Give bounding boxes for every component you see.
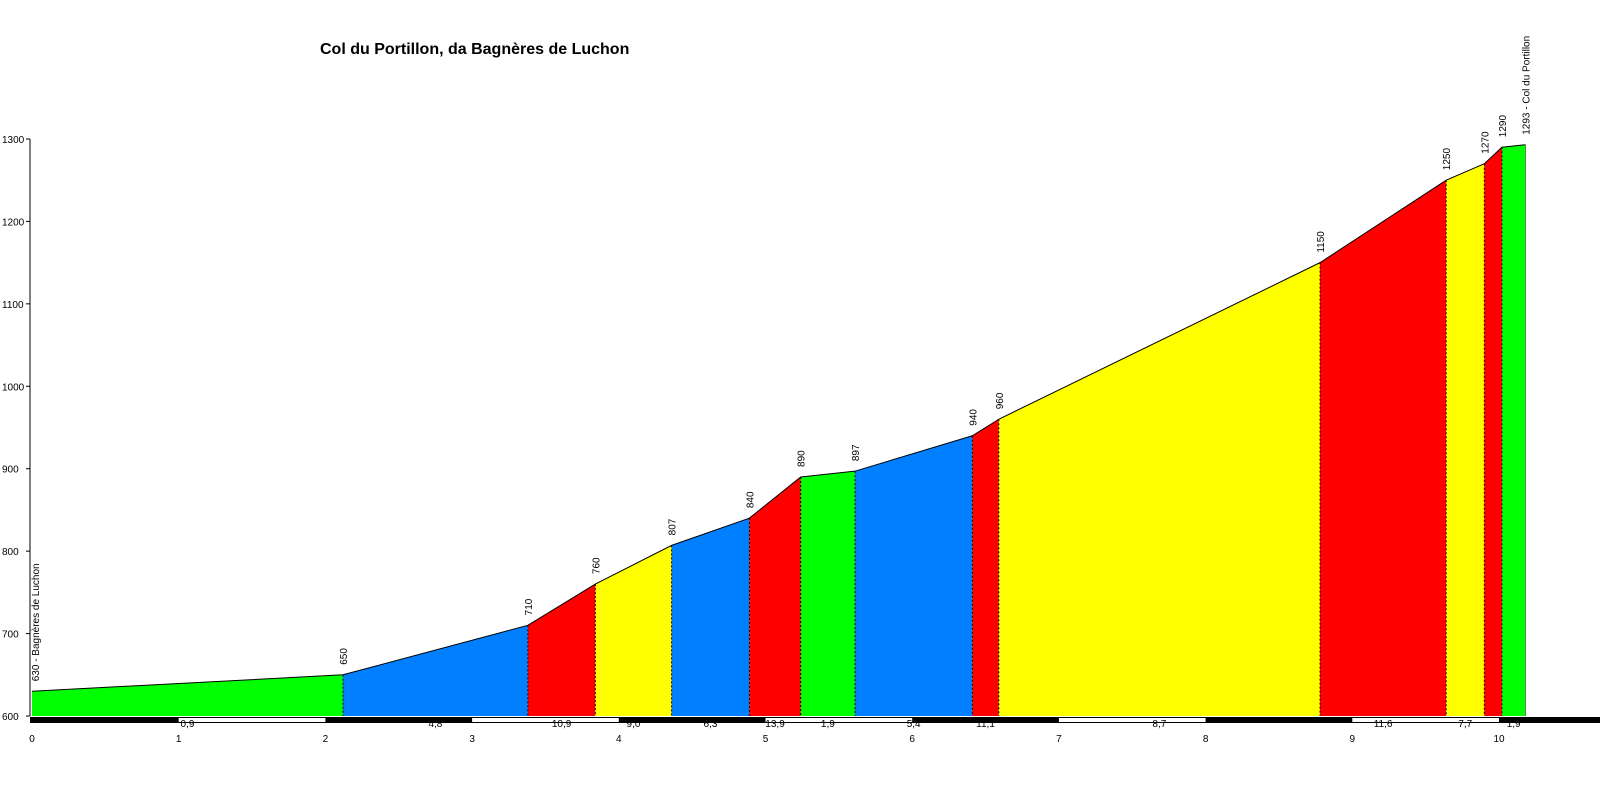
elevation-label: 807 bbox=[668, 518, 679, 535]
elevation-label: 1293 - Col du Portillon bbox=[1521, 36, 1532, 135]
distance-bar-white bbox=[1058, 718, 1206, 722]
x-tick-label: 9 bbox=[1350, 734, 1356, 745]
y-tick-label: 1300 bbox=[2, 135, 25, 146]
profile-line-group bbox=[31, 144, 1526, 716]
elevation-label: 650 bbox=[339, 648, 350, 665]
distance-bar-white bbox=[765, 718, 913, 722]
distance-bar-white bbox=[472, 718, 619, 722]
x-tick-label: 7 bbox=[1056, 734, 1062, 745]
profile-segment-7 bbox=[800, 471, 855, 716]
grade-label: 11,6 bbox=[1374, 719, 1393, 730]
chart-title: Col du Portillon, da Bagnères de Luchon bbox=[320, 41, 629, 58]
profile-segment-11 bbox=[1320, 180, 1447, 716]
elevation-label: 1270 bbox=[1480, 131, 1491, 154]
grade-label: 8,7 bbox=[1152, 719, 1166, 730]
grade-label: 10,9 bbox=[552, 719, 572, 730]
grade-labels: 0,9 4,8 10,9 9,0 6,3 13,9 1,9 5,4 11,1 8,7 11,6 7,7… bbox=[181, 719, 1522, 730]
grade-label: 11,1 bbox=[976, 719, 995, 730]
profile-segment-3 bbox=[527, 584, 596, 716]
distance-bar-white bbox=[1352, 718, 1499, 722]
profile-segment-9 bbox=[972, 419, 999, 716]
elevation-label: 710 bbox=[524, 598, 535, 615]
x-tick-label: 4 bbox=[616, 734, 622, 745]
x-tick-label: 3 bbox=[469, 734, 475, 745]
profile-segment-14 bbox=[1501, 144, 1526, 716]
x-tick-label: 10 bbox=[1493, 734, 1505, 745]
profile-segment-1 bbox=[32, 674, 344, 716]
elevation-label: 960 bbox=[995, 392, 1006, 409]
profile-line bbox=[31, 144, 1526, 692]
profile-segment-5 bbox=[671, 518, 750, 716]
y-tick-label: 600 bbox=[2, 712, 19, 723]
y-tick-label: 1100 bbox=[2, 300, 24, 311]
x-tick-label: 6 bbox=[909, 734, 915, 745]
grade-label: 7,7 bbox=[1458, 719, 1472, 730]
elevation-labels: 630 - Bagnères de Luchon 650 710 760 807 840 8… bbox=[31, 36, 1532, 681]
y-tick-label: 700 bbox=[2, 630, 19, 641]
x-axis: 0 1 2 3 4 5 6 7 8 9 10 bbox=[29, 717, 1600, 745]
y-tick-label: 1200 bbox=[2, 217, 25, 228]
grade-label: 1,9 bbox=[1507, 719, 1521, 730]
elevation-label: 897 bbox=[851, 444, 862, 461]
profile-segment-2 bbox=[343, 625, 528, 716]
elevation-label: 1290 bbox=[1498, 115, 1509, 138]
x-tick-label: 8 bbox=[1203, 734, 1209, 745]
grade-label: 9,0 bbox=[627, 719, 641, 730]
profile-segment-10 bbox=[998, 262, 1321, 716]
x-tick-label: 5 bbox=[763, 734, 769, 745]
y-tick-label: 900 bbox=[2, 465, 19, 476]
elevation-label: 630 - Bagnères de Luchon bbox=[31, 563, 42, 681]
x-tick-label: 0 bbox=[29, 734, 35, 745]
profile-segment-6 bbox=[749, 476, 801, 716]
x-tick-label: 1 bbox=[176, 734, 182, 745]
profile-segments bbox=[32, 144, 1526, 716]
grade-label: 4,8 bbox=[428, 719, 442, 730]
elevation-label: 940 bbox=[968, 409, 979, 426]
distance-bar-white bbox=[178, 718, 326, 722]
grade-label: 5,4 bbox=[907, 719, 921, 730]
grade-label: 13,9 bbox=[765, 719, 785, 730]
profile-segment-13 bbox=[1484, 147, 1502, 716]
profile-segment-8 bbox=[854, 435, 973, 716]
y-tick-label: 1000 bbox=[2, 382, 25, 393]
elevation-label: 1250 bbox=[1442, 148, 1453, 171]
elevation-label: 840 bbox=[745, 491, 756, 508]
y-axis: 600 700 800 900 1000 1100 1200 1300 bbox=[2, 135, 31, 723]
elevation-label: 1150 bbox=[1316, 231, 1327, 253]
grade-label: 6,3 bbox=[704, 719, 718, 730]
x-tick-label: 2 bbox=[323, 734, 329, 745]
grade-label: 0,9 bbox=[181, 719, 195, 730]
profile-segment-4 bbox=[595, 545, 672, 716]
y-tick-label: 800 bbox=[2, 547, 19, 558]
elevation-label: 890 bbox=[797, 450, 808, 467]
grade-label: 1,9 bbox=[821, 719, 835, 730]
elevation-label: 760 bbox=[591, 557, 602, 574]
profile-segment-12 bbox=[1446, 163, 1485, 716]
